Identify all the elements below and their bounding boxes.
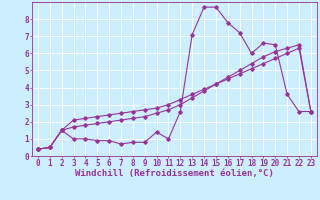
X-axis label: Windchill (Refroidissement éolien,°C): Windchill (Refroidissement éolien,°C) bbox=[75, 169, 274, 178]
